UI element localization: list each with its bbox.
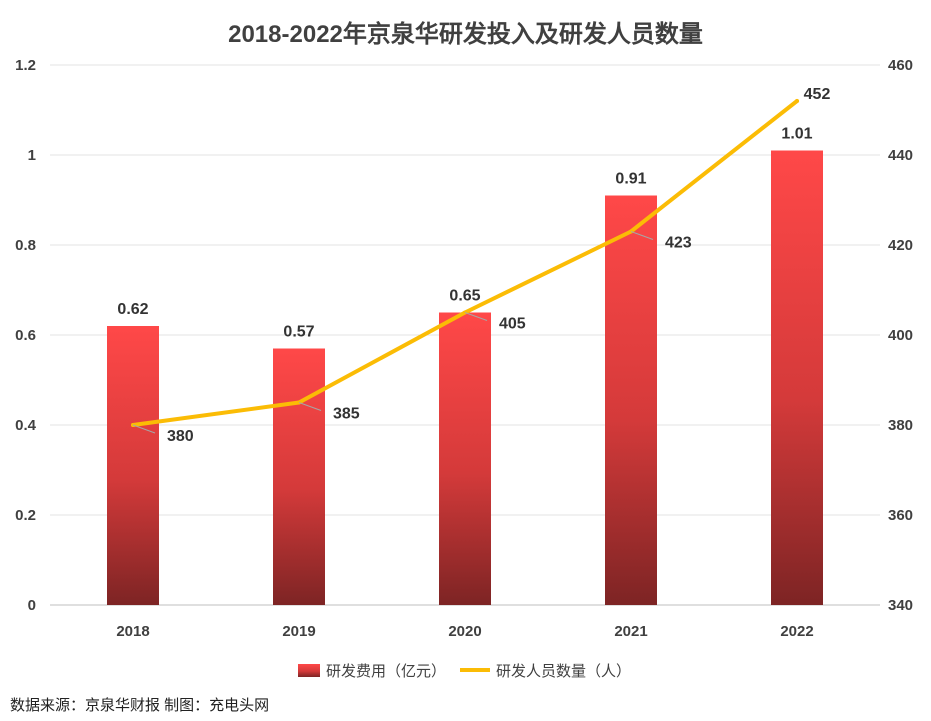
bar xyxy=(605,195,657,605)
source-note: 数据来源：京泉华财报 制图：充电头网 xyxy=(10,697,270,714)
line-value-label: 380 xyxy=(167,428,194,445)
bar-value-label: 0.57 xyxy=(283,324,314,341)
y-right-tick-label: 360 xyxy=(888,507,913,524)
bar-value-label: 0.91 xyxy=(615,171,646,188)
y-left-tick-label: 0 xyxy=(28,597,36,614)
line-value-label: 405 xyxy=(499,316,526,333)
bar xyxy=(771,150,823,605)
x-tick-label: 2022 xyxy=(780,623,813,640)
legend-bar-swatch xyxy=(298,664,320,677)
legend: 研发费用（亿元） 研发人员数量（人） xyxy=(298,663,631,680)
x-tick-label: 2018 xyxy=(116,623,149,640)
line-value-label: 423 xyxy=(665,235,692,252)
y-left-tick-label: 0.6 xyxy=(15,327,36,344)
y-left-tick-label: 0.8 xyxy=(15,237,36,254)
bar-series xyxy=(107,150,823,605)
bar-value-label: 0.65 xyxy=(449,288,480,305)
legend-bar-label: 研发费用（亿元） xyxy=(326,663,446,680)
x-tick-label: 2019 xyxy=(282,623,315,640)
bar-value-label: 1.01 xyxy=(781,126,812,143)
leader-line xyxy=(298,402,322,411)
leader-line xyxy=(464,312,488,321)
y-right-tick-label: 440 xyxy=(888,147,913,164)
y-left-tick-label: 1 xyxy=(28,147,36,164)
y-right-tick-label: 340 xyxy=(888,597,913,614)
y-left-tick-label: 0.4 xyxy=(15,417,37,434)
bar xyxy=(107,326,159,605)
y-left-tick-label: 0.2 xyxy=(15,507,36,524)
legend-line-label: 研发人员数量（人） xyxy=(496,663,631,680)
axis-labels: 0 340 0.2 360 0.4 380 0.6 400 0.8 420 1 440 1.2 460 20… xyxy=(15,57,913,640)
x-tick-label: 2020 xyxy=(448,623,481,640)
y-right-tick-label: 460 xyxy=(888,57,913,74)
leader-line xyxy=(630,231,654,240)
bar xyxy=(439,312,491,605)
data-labels: 0.62 0.57 0.65 0.91 1.01 380 385 405 423 452 xyxy=(117,86,830,445)
line-point xyxy=(795,99,799,103)
leader-line xyxy=(132,424,156,434)
x-tick-label: 2021 xyxy=(614,623,647,640)
y-right-tick-label: 420 xyxy=(888,237,913,254)
chart-title: 2018-2022年京泉华研发投入及研发人员数量 xyxy=(228,21,703,48)
line-value-label: 385 xyxy=(333,406,360,423)
bar-value-label: 0.62 xyxy=(117,301,148,318)
bar xyxy=(273,348,325,605)
line-value-label: 452 xyxy=(804,86,831,103)
y-right-tick-label: 400 xyxy=(888,327,913,344)
y-left-tick-label: 1.2 xyxy=(15,57,36,74)
y-right-tick-label: 380 xyxy=(888,417,913,434)
